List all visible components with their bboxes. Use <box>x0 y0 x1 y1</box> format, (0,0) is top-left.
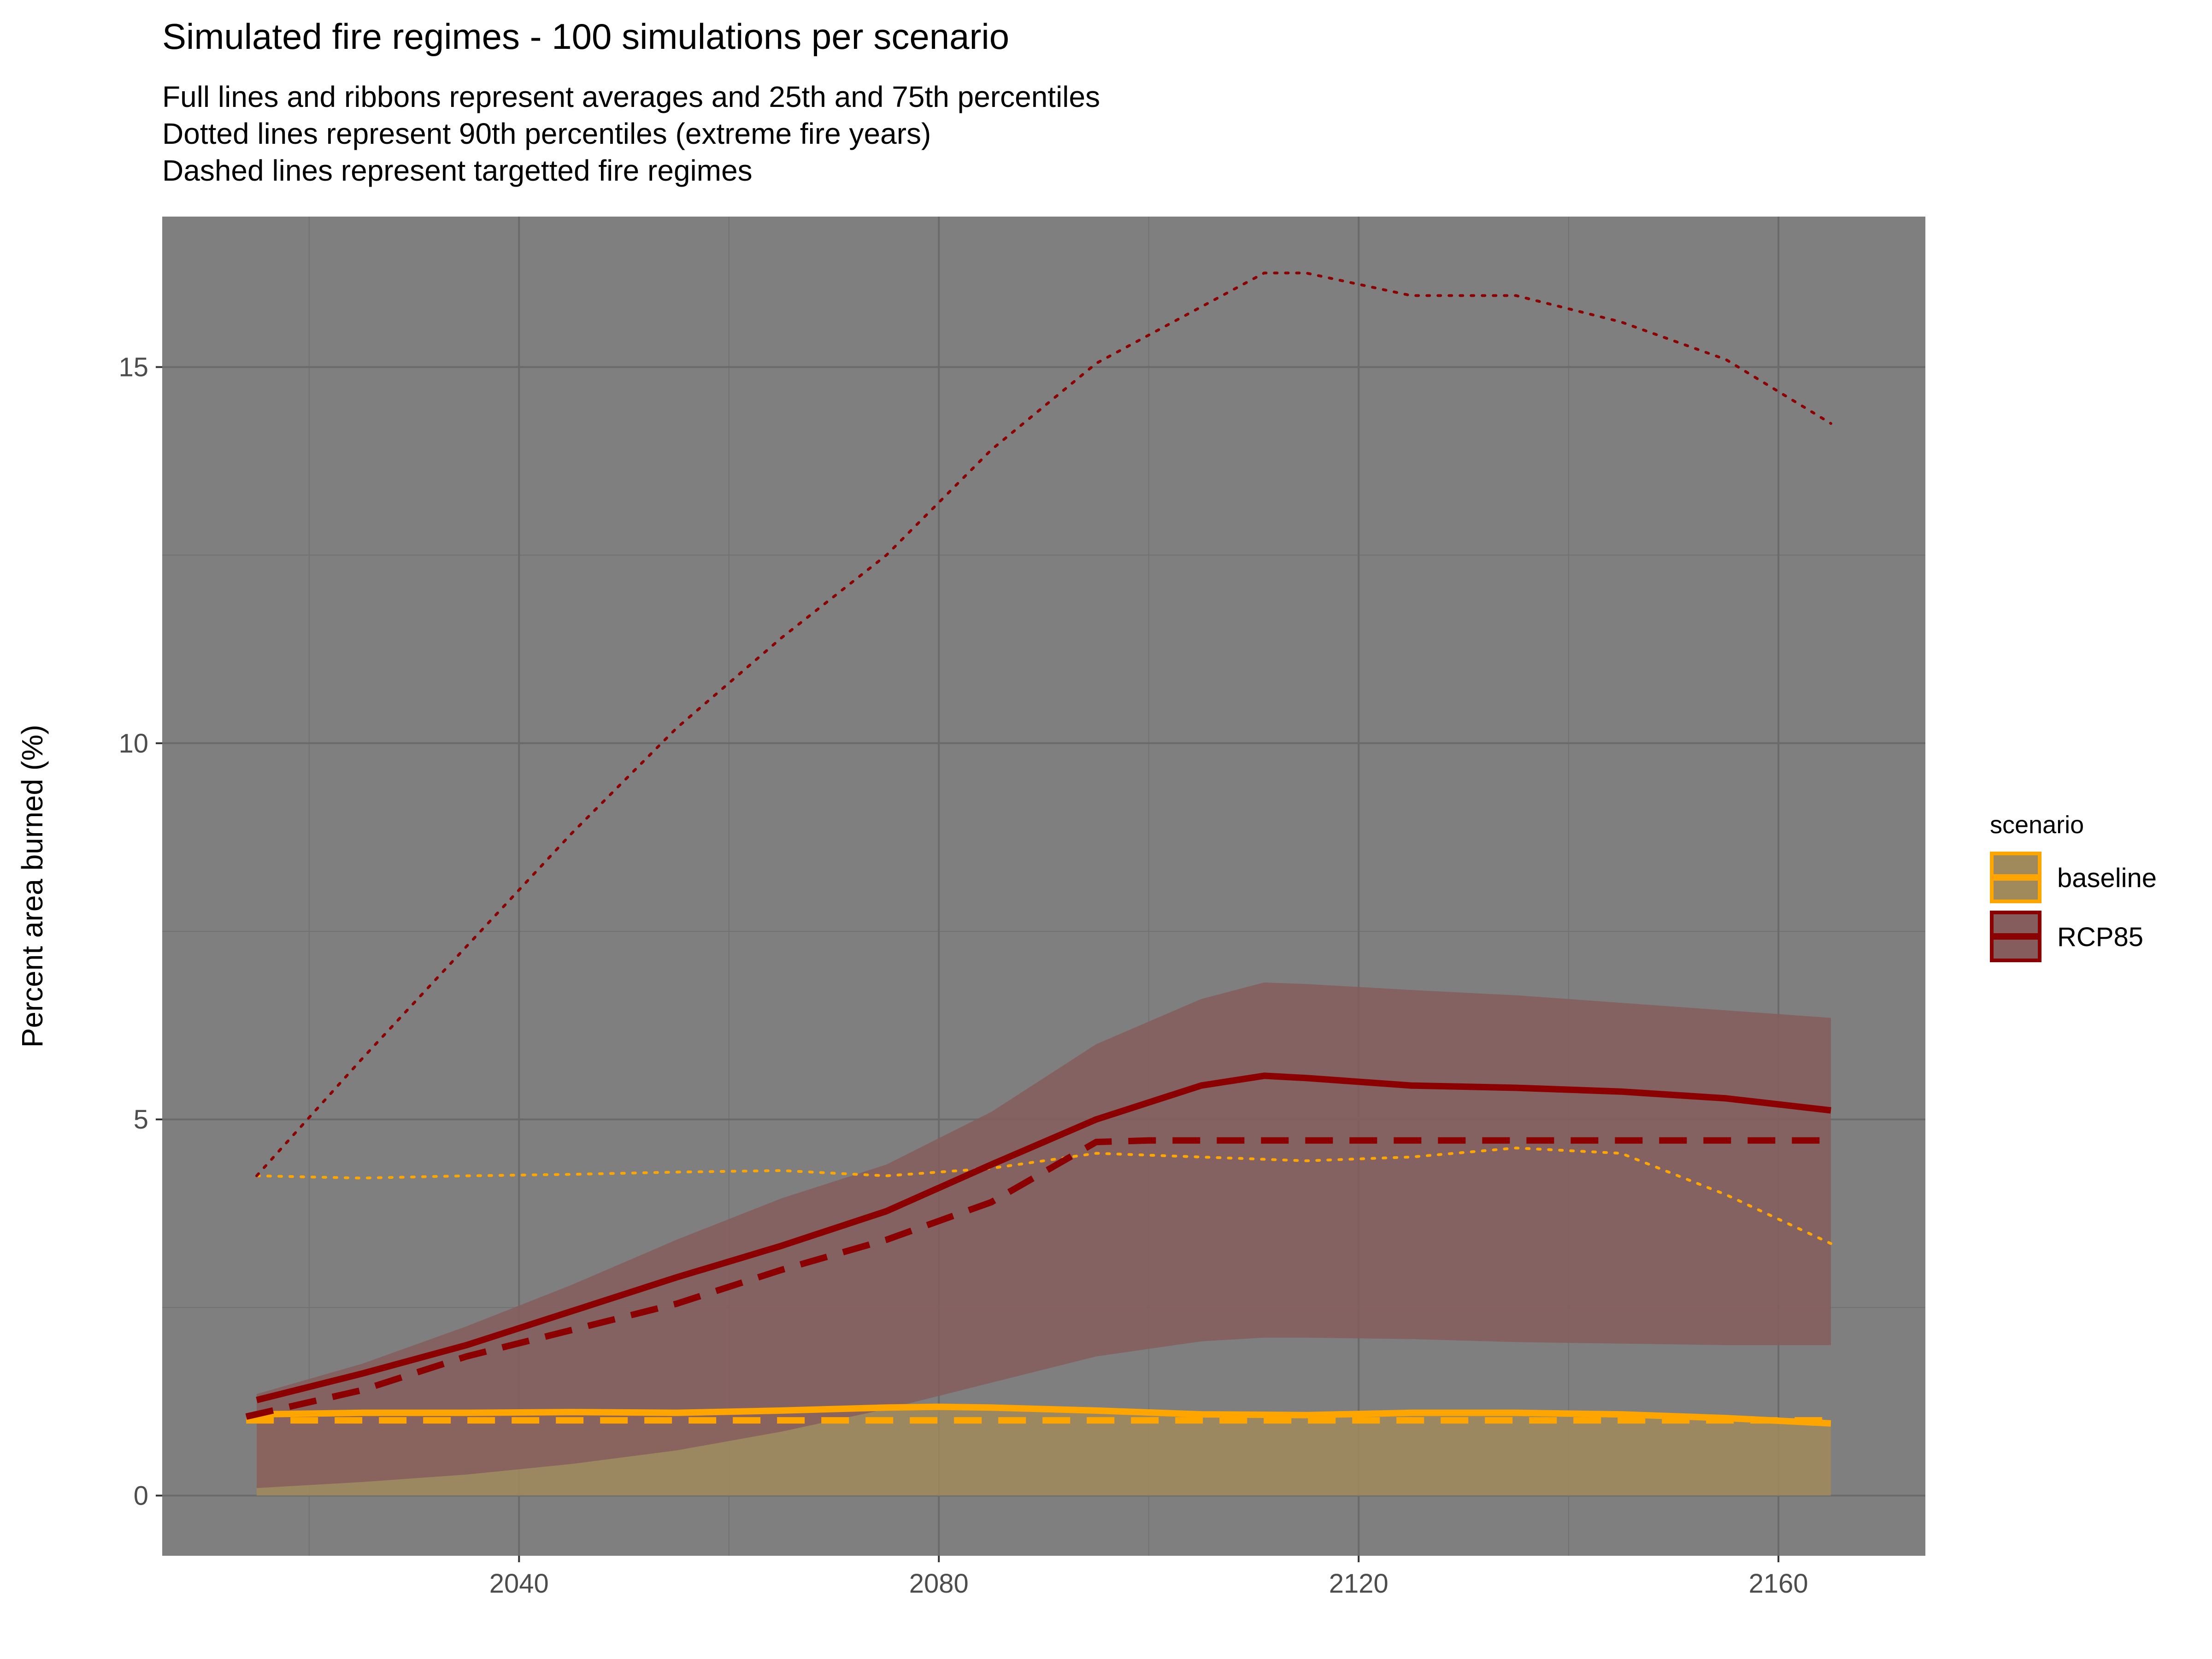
chart-subtitle-line-1: Full lines and ribbons represent average… <box>162 80 1100 113</box>
legend-item-rcp85: RCP85 <box>1990 911 2143 962</box>
y-axis-ticks: 0 5 10 15 <box>118 353 162 1511</box>
ribbons <box>257 982 1831 1496</box>
y-tick-label: 0 <box>134 1481 148 1511</box>
y-tick-label: 10 <box>118 729 148 759</box>
legend-label-rcp85: RCP85 <box>2057 922 2143 952</box>
x-tick-label: 2080 <box>909 1569 969 1599</box>
legend: scenario baseline RCP85 <box>1990 811 2157 962</box>
series-lines <box>245 271 1832 1427</box>
x-tick-label: 2040 <box>489 1569 549 1599</box>
legend-item-baseline: baseline <box>1990 852 2157 903</box>
legend-label-baseline: baseline <box>2057 863 2157 893</box>
p90-line-baseline <box>255 1147 1832 1245</box>
mean-line-baseline <box>256 1403 1831 1427</box>
chart-title: Simulated fire regimes - 100 simulations… <box>162 16 1009 57</box>
chart-subtitle-line-3: Dashed lines represent targetted fire re… <box>162 154 753 187</box>
mean-line-rcp85 <box>256 1072 1831 1403</box>
x-tick-label: 2120 <box>1329 1569 1388 1599</box>
chart-subtitle-line-2: Dotted lines represent 90th percentiles … <box>162 117 931 150</box>
x-tick-label: 2160 <box>1749 1569 1808 1599</box>
y-tick-label: 15 <box>118 353 148 382</box>
legend-title: scenario <box>1990 811 2084 839</box>
y-tick-label: 5 <box>134 1105 148 1135</box>
y-axis-title: Percent area burned (%) <box>16 725 49 1048</box>
x-axis-ticks: 2040 2080 2120 2160 <box>489 1556 1808 1599</box>
ribbon-rcp85 <box>257 982 1831 1488</box>
target-line-rcp85 <box>245 1137 1831 1420</box>
p90-line-rcp85 <box>255 271 1832 1177</box>
